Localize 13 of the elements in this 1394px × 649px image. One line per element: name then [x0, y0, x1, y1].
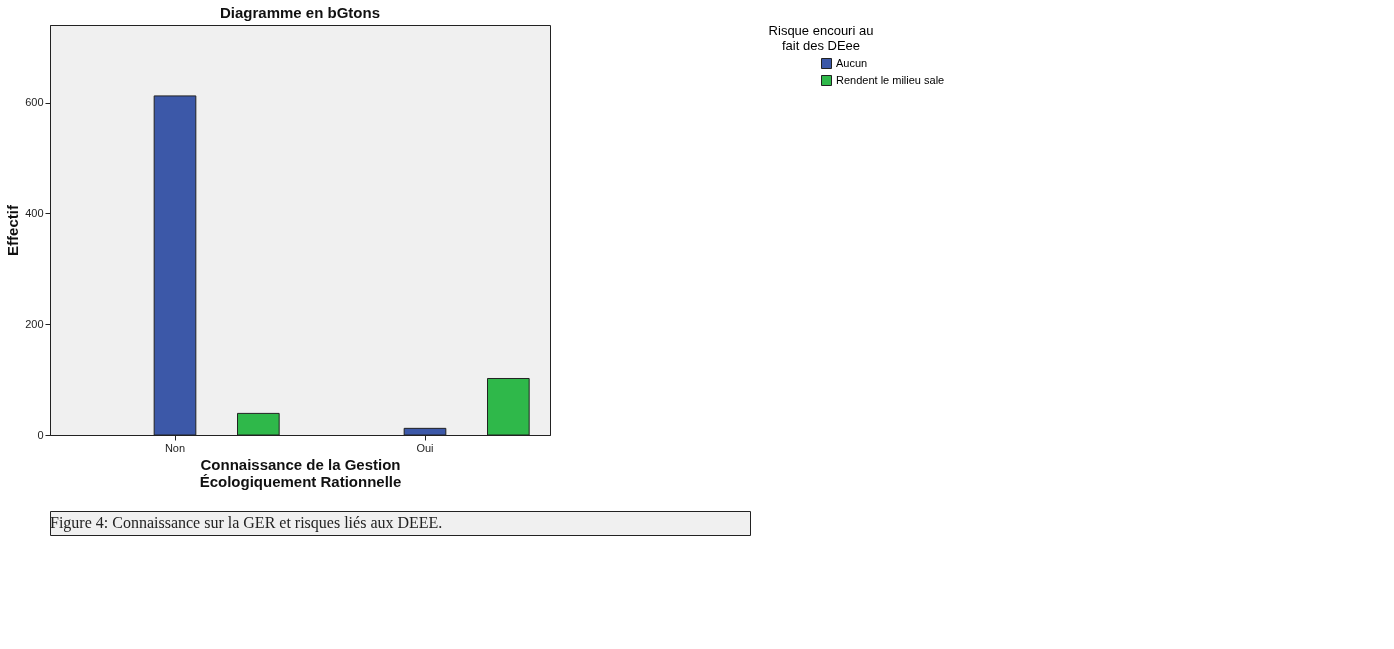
x-axis-title: Connaissance de la Gestion Écologiquement Rationnelle — [199, 455, 402, 490]
caption: Figure 4: Connaissance sur la GER et risques liés aux DEEE. — [50, 514, 443, 532]
y-tick-label: 400 — [25, 206, 44, 219]
x-tick-label: Oui — [416, 441, 434, 454]
legend-label: Aucun — [836, 56, 868, 69]
chart-title: Diagramme en bGtons — [219, 4, 381, 21]
y-tick-label: 200 — [25, 317, 44, 330]
y-tick-label: 0 — [37, 428, 44, 441]
y-tick-label: 600 — [25, 96, 44, 109]
legend-label: Rendent le milieu sale — [836, 73, 945, 86]
y-axis-title: Effectif — [4, 204, 22, 256]
legend-title: Risque encouri au fait des DEee — [768, 23, 874, 53]
x-tick-label: Non — [164, 441, 186, 454]
